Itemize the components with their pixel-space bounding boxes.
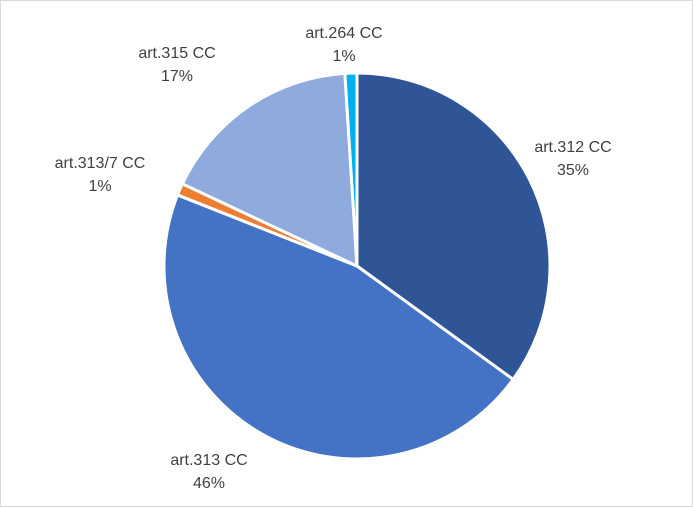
slice-category-label: art.313 CC bbox=[170, 452, 247, 469]
slice-value-label: 1% bbox=[88, 178, 111, 195]
slice-category-label: art.313/7 CC bbox=[55, 155, 146, 172]
slice-category-label: art.264 CC bbox=[305, 25, 382, 42]
pie-slices bbox=[162, 71, 552, 461]
pie-labels: art.312 CC 35% art.313 CC 46% art.313/7 CC 1%… bbox=[55, 25, 612, 492]
slice-value-label: 35% bbox=[557, 162, 589, 179]
pie-slice-art-315-cc bbox=[180, 71, 359, 268]
slice-label-art-315-cc: art.315 CC 17% bbox=[138, 45, 215, 85]
slice-label-art-313-cc: art.313 CC 46% bbox=[170, 452, 247, 492]
pie-slice-art-313-cc bbox=[162, 193, 515, 461]
slice-label-art-264-cc: art.264 CC 1% bbox=[305, 25, 382, 65]
pie-slice-art-312-cc bbox=[355, 71, 552, 381]
slice-label-art-312-cc: art.312 CC 35% bbox=[534, 139, 611, 179]
slice-value-label: 17% bbox=[161, 68, 193, 85]
slice-value-label: 1% bbox=[332, 48, 355, 65]
pie-slice-art-264-cc bbox=[343, 71, 359, 268]
slice-value-label: 46% bbox=[193, 475, 225, 492]
slice-label-art-313-7-cc: art.313/7 CC 1% bbox=[55, 155, 146, 195]
slice-category-label: art.315 CC bbox=[138, 45, 215, 62]
slice-category-label: art.312 CC bbox=[534, 139, 611, 156]
